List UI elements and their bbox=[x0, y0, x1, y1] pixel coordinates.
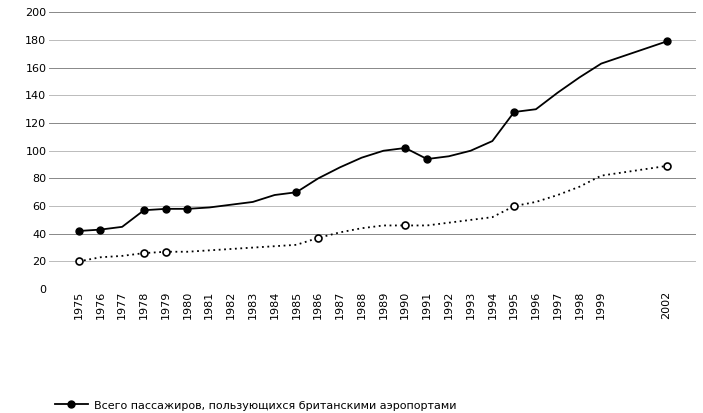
Legend: Всего пассажиров, пользующихся британскими аэропортами, Пассажиры, использующие : Всего пассажиров, пользующихся британски… bbox=[55, 400, 494, 413]
